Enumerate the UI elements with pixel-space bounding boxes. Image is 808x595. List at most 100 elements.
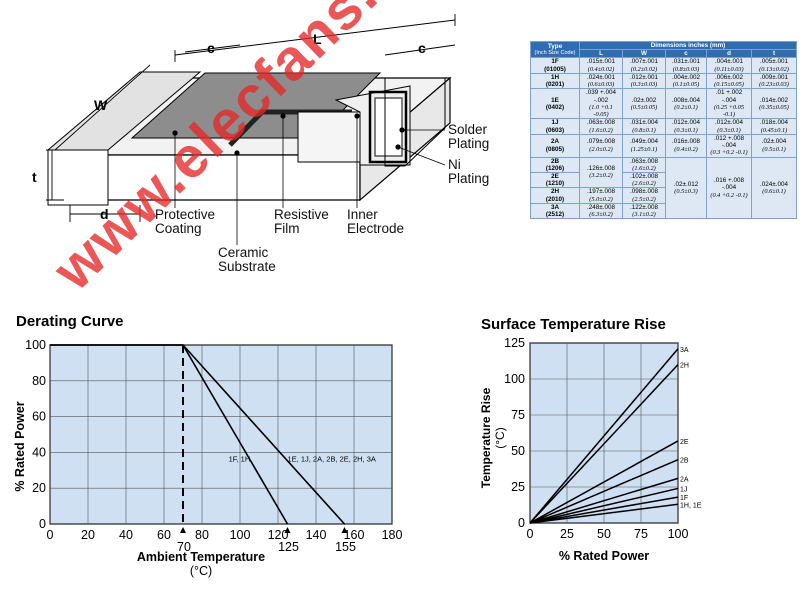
dim-d-label: d	[100, 206, 109, 222]
x-tick-label: 60	[157, 528, 171, 542]
chip-resistor-diagram: L c c W t d Protective Coating Ceramic S…	[32, 14, 489, 274]
x-marker-label: 155	[335, 540, 356, 554]
series-line	[50, 344, 346, 525]
cell-w: .122±.008 (3.1±0.2)	[622, 202, 666, 220]
dimensions-table: Type (Inch Size Code) Dimensions inches (…	[530, 40, 797, 220]
temp-rise-chart: 0 25 50 75 100 0 25 50 75 100 125 3A 2H 2E 2B 2A 1J 1F1H,…	[479, 336, 702, 563]
y-axis-unit: (°C)	[493, 427, 507, 448]
series-label: 1J	[680, 486, 687, 493]
y-tick-label: 80	[32, 374, 46, 388]
cell-l: .126±.008 (3.2±0.2)	[579, 156, 623, 189]
label-protective-1: Protective	[155, 207, 215, 222]
x-marker-arrow	[180, 527, 186, 533]
cell-l: .015±.001 (0.4±0.02)	[579, 57, 623, 74]
series-label: 2B	[680, 458, 689, 465]
dim-c-right-label: c	[418, 40, 426, 56]
type-cell: 3A (2512)	[530, 202, 580, 220]
x-tick-label: 80	[195, 528, 209, 542]
series-line	[529, 477, 679, 524]
series-line	[529, 364, 679, 524]
x-axis-unit: (°C)	[190, 564, 212, 578]
type-cell: 1J (0603)	[530, 118, 580, 135]
type-cell: 1F (01005)	[530, 57, 580, 74]
label-ni-2: Plating	[448, 171, 489, 186]
x-tick-label: 140	[306, 528, 327, 542]
series-label: 1F	[680, 495, 688, 502]
cell-t: .014±.002 (0.35±0.05)	[751, 88, 797, 120]
series-label: 3A	[680, 347, 689, 354]
series-line	[529, 440, 679, 524]
dim-W-label: W	[94, 97, 108, 113]
series-line	[529, 503, 679, 524]
cell-l: .079±.008 (2.0±0.2)	[579, 133, 623, 158]
x-tick-label: 0	[47, 528, 54, 542]
x-marker-label: 70	[177, 540, 191, 554]
y-tick-label: 75	[511, 408, 525, 422]
y-axis-label: Temperature Rise	[479, 387, 493, 488]
table-row: 2B (1206) .126±.008 (3.2±0.2) .063±.008 (1.6±…	[530, 156, 797, 220]
cell-w: .098±.008 (2.5±0.2)	[622, 187, 666, 204]
dim-L-label: L	[313, 31, 322, 47]
cell-t: .02±.004 (0.5±0.1)	[751, 133, 797, 158]
series-label: 2A	[680, 476, 689, 483]
cell-t: .005±.001 (0.13±0.02)	[751, 57, 797, 74]
table-row: 1H (0201) .024±.001 (0.6±0.03) .012±.001 (0.3…	[530, 72, 797, 90]
th-dimensions: Dimensions inches (mm)	[579, 40, 797, 51]
cell-l: .063±.008 (1.6±0.2)	[579, 118, 623, 135]
x-marker-arrow	[284, 527, 291, 533]
cell-c: .016±.008 (0.4±0.2)	[665, 133, 707, 158]
y-tick-label: 0	[518, 516, 525, 530]
series-label: 1F, 1H	[229, 454, 251, 463]
cell-w: .031±.004 (0.8±0.1)	[622, 118, 666, 135]
cell-w: .02±.002 (0.5±0.05)	[622, 88, 666, 120]
th-c: c	[665, 49, 707, 59]
table-row: 1J (0603) .063±.008 (1.6±0.2) .031±.004 (0.8±…	[530, 118, 797, 135]
cell-w: .063±.008 (1.6±0.2)	[622, 156, 666, 173]
cell-d: .004±.001 (0.11±0.03)	[706, 57, 752, 74]
cell-d: .006±.002 (0.15±0.05)	[706, 72, 752, 90]
label-inner-1: Inner	[347, 207, 378, 222]
x-marker-arrow	[341, 527, 348, 533]
cell-t: .018±.004 (0.45±0.1)	[751, 118, 797, 135]
x-marker-label: 125	[278, 540, 299, 554]
y-tick-label: 125	[504, 336, 525, 350]
temp-rise-chart-title: Surface Temperature Rise	[481, 316, 666, 333]
x-tick-label: 20	[81, 528, 95, 542]
y-tick-label: 40	[32, 445, 46, 459]
series-line	[529, 496, 679, 524]
cell-w: .102±.008 (2.6±0.2)	[622, 171, 666, 189]
x-axis-label: % Rated Power	[559, 549, 649, 563]
label-ceramic-1: Ceramic	[218, 245, 269, 260]
series-label: 1E, 1J, 2A, 2B, 2E, 2H, 3A	[288, 454, 376, 463]
cell-l: .024±.001 (0.6±0.03)	[579, 72, 623, 90]
type-cell: 2A (0805)	[530, 133, 580, 158]
y-axis-label: % Rated Power	[13, 401, 27, 491]
dim-t-label: t	[32, 169, 37, 185]
label-solder-1: Solder	[448, 122, 488, 137]
table-row: 2H (2010) .197±.008 (5.0±0.2) .098±.008 (2.5±…	[530, 187, 797, 204]
label-ceramic-2: Substrate	[218, 259, 276, 274]
label-solder-2: Plating	[448, 136, 489, 151]
table-row: 2A (0805) .079±.008 (2.0±0.2) .049±.004 (1.25…	[530, 133, 797, 158]
table-row: 3A (2512) .248±.008 (6.3±0.2) .122±.008 (3.1±…	[530, 202, 797, 220]
label-resistive-1: Resistive	[274, 207, 329, 222]
table-row: 2E (1210) .102±.008 (2.6±0.2)	[530, 171, 797, 189]
th-d: d	[706, 49, 752, 59]
th-L: L	[579, 49, 623, 59]
label-resistive-2: Film	[274, 221, 300, 236]
series-line	[529, 487, 679, 524]
cell-l: .039 +.004 -.002 (1.0 +0.1 -0.05)	[579, 88, 623, 120]
th-t: t	[751, 49, 797, 59]
cell-t: .009±.001 (0.23±0.03)	[751, 72, 797, 90]
cell-l: .248±.008 (6.3±0.2)	[579, 202, 623, 220]
series-line	[529, 348, 679, 524]
cell-w: .049±.004 (1.25±0.1)	[622, 133, 666, 158]
cell-d: .012 +.008 -.004 (0.3 +0.2 -0.1)	[706, 133, 752, 158]
dim-c-left-label: c	[207, 40, 215, 56]
type-cell: 2H (2010)	[530, 187, 580, 204]
y-tick-label: 100	[504, 372, 525, 386]
y-tick-label: 60	[32, 410, 46, 424]
cell-w: .007±.001 (0.2±0.02)	[622, 57, 666, 74]
x-tick-label: 100	[230, 528, 251, 542]
cell-d: .016 +.008 -.004 (0.4 +0.2 -0.1)	[706, 156, 752, 220]
